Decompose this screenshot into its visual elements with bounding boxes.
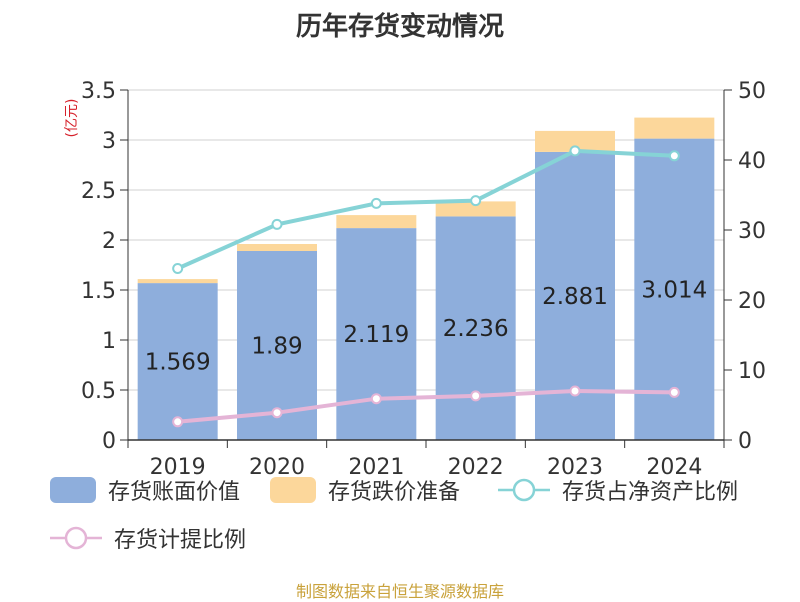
y-right-tick-label: 0 bbox=[738, 429, 752, 454]
y-right-tick-label: 40 bbox=[738, 149, 766, 174]
ratio-net-assets-point bbox=[271, 218, 283, 230]
legend-impairment: 存货跌价准备 bbox=[270, 474, 460, 506]
ratio-net-assets-point bbox=[668, 150, 680, 162]
bar-impairment bbox=[634, 117, 715, 139]
bar-data-label: 2.119 bbox=[343, 322, 409, 348]
x-tick-label: 2023 bbox=[547, 455, 603, 480]
bar-impairment bbox=[237, 244, 317, 251]
y-left-tick-label: 0.5 bbox=[81, 379, 116, 404]
chart-title: 历年存货变动情况 bbox=[295, 12, 504, 42]
x-tick-label: 2019 bbox=[150, 455, 206, 480]
y-left-unit-label: (亿元) bbox=[64, 99, 80, 138]
bar-data-label: 1.89 bbox=[251, 334, 302, 360]
legend-label-ratio-provision: 存货计提比例 bbox=[114, 528, 247, 553]
bar-book-value bbox=[435, 216, 516, 440]
legend-marker bbox=[512, 478, 536, 502]
y-left-tick-label: 3 bbox=[102, 129, 116, 154]
ratio-net-assets-line bbox=[176, 148, 675, 271]
y-right-tick-label: 20 bbox=[738, 289, 766, 314]
data-labels: 1.569 1.89 2.119 2.236 2.881 3.014 bbox=[145, 277, 708, 375]
ratio-net-assets-point bbox=[569, 145, 581, 157]
bar-data-label: 2.881 bbox=[542, 284, 608, 310]
ratio-provision-point bbox=[668, 386, 680, 398]
ratio-provision-point bbox=[569, 385, 581, 397]
y-left-tick-label: 2.5 bbox=[81, 179, 116, 204]
bar-impairment bbox=[336, 215, 417, 229]
ratio-provision-line bbox=[177, 388, 675, 424]
y-left-tick-label: 3.5 bbox=[81, 79, 116, 104]
x-tick-label: 2022 bbox=[448, 455, 504, 480]
y-left-tick-label: 1.5 bbox=[81, 279, 116, 304]
legend-swatch-ratio-net-assets bbox=[498, 478, 550, 502]
legend-ratio-net-assets: 存货占净资产比例 bbox=[498, 474, 738, 506]
legend-ratio-provision: 存货计提比例 bbox=[50, 522, 246, 554]
ratio-lines bbox=[172, 145, 680, 428]
ratio-net-assets-point bbox=[370, 197, 382, 209]
y-left-tick-label: 0 bbox=[102, 429, 116, 454]
legend-swatch-book-value bbox=[50, 477, 96, 503]
bar-book-value bbox=[137, 283, 218, 440]
x-tick-label: 2020 bbox=[249, 455, 305, 480]
legend-label-ratio-net-assets: 存货占净资产比例 bbox=[562, 480, 739, 505]
bar-impairment bbox=[137, 279, 218, 284]
bar-data-label: 3.014 bbox=[641, 277, 707, 303]
ratio-provision-point bbox=[470, 390, 482, 402]
ratio-net-assets-point bbox=[470, 195, 482, 207]
grid-lines bbox=[128, 89, 724, 391]
y-right-tick-label: 30 bbox=[738, 219, 766, 244]
legend-swatch-impairment bbox=[270, 477, 316, 503]
axes: 0 0.5 1 1.5 2 2.5 3 3.5 0 10 20 30 40 50 2019 2020 2021 2… bbox=[81, 79, 766, 480]
x-tick-label: 2024 bbox=[646, 455, 702, 480]
y-right-tick-label: 10 bbox=[738, 359, 766, 384]
bar-impairment bbox=[435, 201, 516, 217]
legend-swatch-ratio-provision bbox=[50, 526, 102, 550]
x-tick-label: 2021 bbox=[348, 455, 404, 480]
ratio-provision-point bbox=[172, 416, 184, 428]
bar-data-label: 1.569 bbox=[145, 350, 211, 376]
bar-impairment bbox=[535, 130, 615, 152]
bar-book-value bbox=[336, 228, 417, 440]
legend-label-book-value: 存货账面价值 bbox=[108, 480, 241, 505]
y-left-tick-label: 1 bbox=[102, 329, 116, 354]
legend-label-impairment: 存货跌价准备 bbox=[328, 480, 461, 505]
y-left-tick-label: 2 bbox=[102, 229, 116, 254]
y-right-tick-label: 50 bbox=[738, 79, 766, 104]
ratio-net-assets-point bbox=[172, 263, 184, 274]
bar-data-label: 2.236 bbox=[443, 316, 509, 342]
legend-marker bbox=[64, 526, 88, 550]
ratio-provision-point bbox=[370, 393, 382, 405]
ratio-provision-point bbox=[271, 407, 283, 419]
legend-book-value: 存货账面价值 bbox=[50, 474, 240, 506]
source-note: 制图数据来自恒生聚源数据库 bbox=[295, 582, 504, 601]
